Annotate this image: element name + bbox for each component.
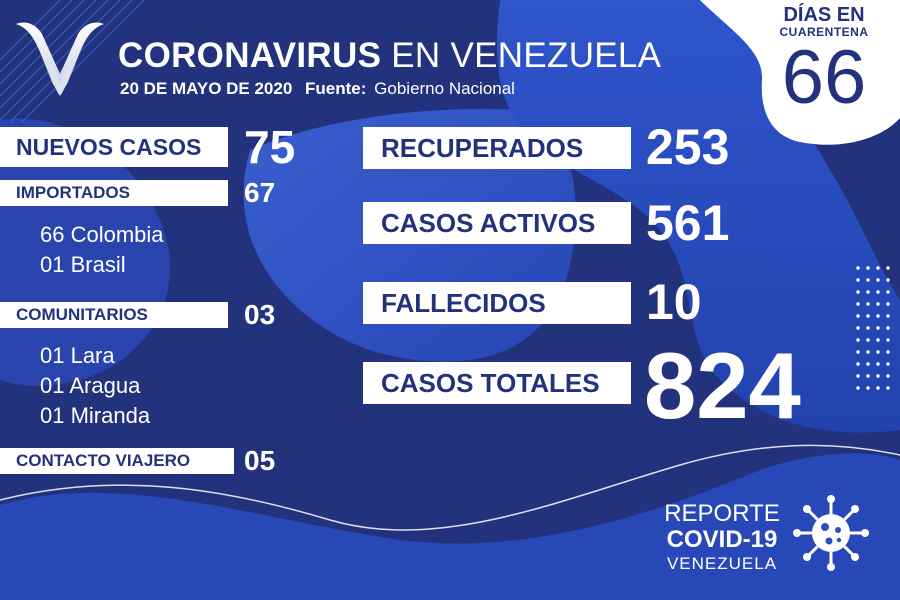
fallecidos-value: 10 [646, 274, 702, 330]
v-logo-icon [16, 22, 104, 96]
subtitle: 20 DE MAYO DE 2020 Fuente: Gobierno Naci… [120, 78, 515, 100]
comunitarios-value: 03 [244, 299, 276, 330]
contacto-viajero-label: CONTACTO VIAJERO [0, 448, 234, 474]
fallecidos-label: FALLECIDOS [363, 282, 631, 324]
title-light: EN VENEZUELA [391, 36, 662, 75]
recuperados-value: 253 [646, 119, 730, 175]
list-item: 01 Lara [40, 343, 115, 368]
page-title: CORONAVIRUS EN VENEZUELA [118, 36, 661, 76]
virus-icon [793, 495, 869, 571]
recuperados-label: RECUPERADOS [363, 127, 631, 169]
importados-label: IMPORTADOS [0, 180, 228, 206]
comunitarios-label: COMUNITARIOS [0, 302, 228, 328]
bg-dot-grid [856, 266, 890, 390]
list-item: 01 Miranda [40, 403, 151, 428]
list-item: 01 Aragua [40, 373, 141, 398]
footer-line-3: VENEZUELA [666, 554, 778, 573]
nuevos-casos-label: NUEVOS CASOS [0, 127, 228, 167]
footer-line-2: COVID-19 [666, 526, 778, 553]
bg-wave-line [0, 444, 900, 531]
quarantine-label: DÍAS EN [783, 4, 865, 26]
nuevos-casos-value: 75 [244, 121, 296, 173]
title-bold: CORONAVIRUS [118, 36, 382, 75]
casos-activos-label: CASOS ACTIVOS [363, 202, 631, 244]
source-name: Gobierno Nacional [374, 79, 515, 98]
quarantine-label-2: CUARENTENA [779, 25, 869, 39]
casos-activos-value: 561 [646, 195, 730, 251]
quarantine-badge-shape [700, 0, 900, 145]
footer-line-1: REPORTE [664, 500, 780, 527]
casos-totales-value: 824 [644, 333, 801, 438]
list-item: 66 Colombia [40, 222, 164, 247]
quarantine-days: 66 [781, 35, 867, 120]
casos-totales-label: CASOS TOTALES [363, 362, 631, 404]
report-date: 20 DE MAYO DE 2020 [120, 79, 293, 98]
bg-blob-top-right [497, 0, 900, 433]
bg-blob-bottom [0, 453, 900, 600]
contacto-viajero-value: 05 [244, 445, 276, 476]
source-label: Fuente: [305, 79, 367, 98]
importados-value: 67 [244, 177, 276, 208]
list-item: 01 Brasil [40, 252, 126, 277]
